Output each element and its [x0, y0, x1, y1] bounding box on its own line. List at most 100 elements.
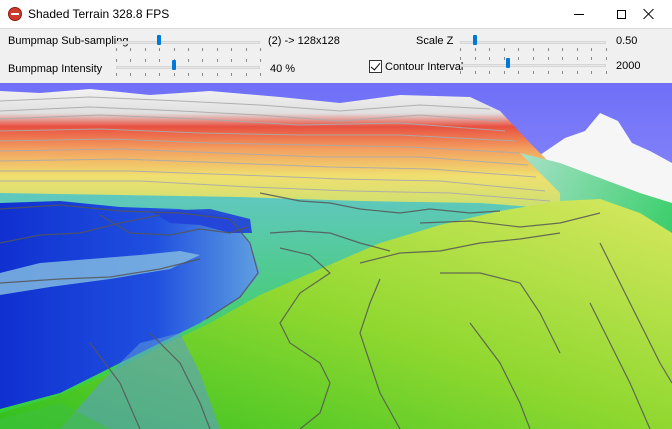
- slider-thumb[interactable]: [506, 58, 511, 68]
- slider-tick: [518, 48, 520, 51]
- slider-tick: [260, 48, 261, 51]
- slider-tick: [216, 59, 218, 62]
- slider-tick: [547, 71, 549, 74]
- slider-tick: [202, 48, 204, 51]
- slider-thumb[interactable]: [157, 35, 162, 45]
- bumpmap-subsampling-label: Bumpmap Sub-sampling: [8, 35, 129, 47]
- slider-tick: [489, 48, 491, 51]
- slider-tick: [130, 48, 132, 51]
- slider-tick: [576, 57, 578, 60]
- slider-tick: [144, 73, 146, 76]
- slider-tick: [260, 73, 261, 76]
- slider-tick: [202, 73, 204, 76]
- slider-tick: [173, 48, 175, 51]
- slider-tick: [503, 57, 505, 60]
- minimize-button[interactable]: [556, 0, 602, 28]
- slider-tick: [489, 71, 491, 74]
- slider-tick: [159, 59, 161, 62]
- bumpmap-intensity-label: Bumpmap Intensity: [8, 63, 103, 75]
- slider-tick: [533, 57, 534, 60]
- slider-tick: [591, 57, 593, 60]
- contour-interval-label: Contour Interval: [385, 61, 464, 73]
- scale-z-slider[interactable]: [460, 34, 607, 52]
- slider-tick: [188, 48, 189, 51]
- contour-interval-value: 2000: [616, 60, 641, 72]
- contour-interval-slider[interactable]: [460, 57, 607, 75]
- slider-tick: [547, 57, 549, 60]
- control-panel: Bumpmap Sub-sampling (2) -> 128x128 Bump…: [0, 28, 672, 83]
- slider-tick: [518, 57, 520, 60]
- slider-tick: [216, 48, 218, 51]
- slider-track: [116, 66, 260, 69]
- slider-tick: [130, 59, 132, 62]
- slider-tick: [144, 59, 146, 62]
- slider-tick: [231, 73, 233, 76]
- close-icon: [643, 8, 655, 20]
- window-title: Shaded Terrain 328.8 FPS: [28, 7, 170, 21]
- slider-tick: [562, 57, 564, 60]
- app-icon[interactable]: [8, 7, 22, 21]
- slider-tick: [489, 57, 491, 60]
- close-button[interactable]: [626, 0, 672, 28]
- slider-tick: [606, 71, 607, 74]
- slider-tick: [562, 48, 564, 51]
- slider-tick: [460, 71, 461, 74]
- slider-track: [116, 41, 260, 44]
- slider-tick: [116, 59, 117, 62]
- slider-tick: [606, 57, 607, 60]
- slider-tick: [533, 48, 534, 51]
- slider-ticks: [116, 73, 261, 76]
- contour-interval-checkbox[interactable]: [369, 60, 382, 73]
- slider-ticks: [460, 57, 607, 60]
- maximize-button[interactable]: [598, 0, 644, 28]
- slider-tick: [460, 57, 461, 60]
- slider-thumb[interactable]: [171, 60, 176, 70]
- slider-tick: [591, 71, 593, 74]
- slider-tick: [245, 73, 247, 76]
- slider-tick: [606, 48, 607, 51]
- terrain-render: [0, 83, 672, 429]
- minimize-icon: [574, 13, 584, 15]
- slider-tick: [216, 73, 218, 76]
- slider-tick: [159, 73, 161, 76]
- slider-tick: [116, 73, 117, 76]
- slider-tick: [547, 48, 549, 51]
- slider-tick: [231, 59, 233, 62]
- bumpmap-intensity-slider[interactable]: [116, 59, 261, 77]
- slider-tick: [503, 71, 505, 74]
- slider-tick: [231, 48, 233, 51]
- slider-ticks: [116, 48, 261, 51]
- slider-tick: [245, 48, 247, 51]
- slider-tick: [116, 48, 117, 51]
- slider-tick: [562, 71, 564, 74]
- slider-tick: [518, 71, 520, 74]
- bumpmap-subsampling-value: (2) -> 128x128: [268, 35, 340, 47]
- slider-track: [460, 64, 606, 67]
- scale-z-value: 0.50: [616, 35, 638, 47]
- bumpmap-subsampling-slider[interactable]: [116, 34, 261, 52]
- bumpmap-intensity-value: 40 %: [270, 63, 296, 75]
- slider-tick: [260, 59, 261, 62]
- maximize-icon: [616, 9, 626, 19]
- slider-tick: [130, 73, 132, 76]
- slider-thumb[interactable]: [472, 35, 477, 45]
- slider-tick: [245, 59, 247, 62]
- slider-tick: [173, 73, 175, 76]
- title-bar: Shaded Terrain 328.8 FPS: [0, 0, 672, 28]
- slider-tick: [474, 57, 476, 60]
- slider-tick: [188, 59, 189, 62]
- slider-ticks: [460, 48, 607, 51]
- slider-tick: [503, 48, 505, 51]
- slider-ticks: [460, 71, 607, 74]
- slider-tick: [159, 48, 161, 51]
- slider-tick: [474, 71, 476, 74]
- slider-tick: [474, 48, 476, 51]
- slider-tick: [460, 48, 461, 51]
- scale-z-label: Scale Z: [416, 35, 454, 47]
- slider-tick: [576, 71, 578, 74]
- terrain-viewport[interactable]: [0, 83, 672, 429]
- slider-tick: [144, 48, 146, 51]
- slider-tick: [576, 48, 578, 51]
- slider-tick: [188, 73, 189, 76]
- slider-tick: [591, 48, 593, 51]
